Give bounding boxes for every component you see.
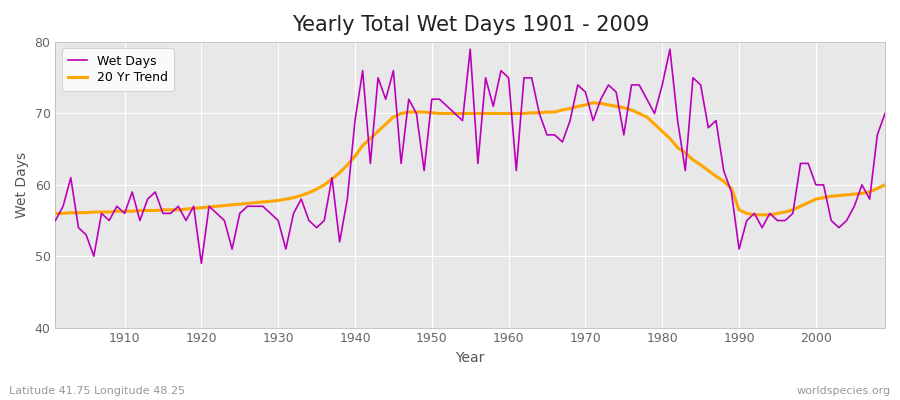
Line: 20 Yr Trend: 20 Yr Trend xyxy=(56,103,885,215)
Line: Wet Days: Wet Days xyxy=(56,49,885,263)
20 Yr Trend xyxy=(749,212,760,217)
20 Yr Trend xyxy=(588,100,598,105)
20 Yr Trend xyxy=(281,197,292,202)
20 Yr Trend xyxy=(327,177,338,182)
Wet Days xyxy=(611,90,622,94)
20 Yr Trend xyxy=(50,211,61,216)
Text: Latitude 41.75 Longitude 48.25: Latitude 41.75 Longitude 48.25 xyxy=(9,386,185,396)
Wet Days xyxy=(518,75,529,80)
Wet Days xyxy=(50,218,61,223)
20 Yr Trend xyxy=(879,182,890,187)
Wet Days xyxy=(511,168,522,173)
Title: Yearly Total Wet Days 1901 - 2009: Yearly Total Wet Days 1901 - 2009 xyxy=(292,15,649,35)
Wet Days xyxy=(196,261,207,266)
20 Yr Trend xyxy=(503,111,514,116)
Wet Days xyxy=(112,204,122,209)
Text: worldspecies.org: worldspecies.org xyxy=(796,386,891,396)
Wet Days xyxy=(288,211,299,216)
Wet Days xyxy=(464,47,475,52)
20 Yr Trend xyxy=(496,111,507,116)
X-axis label: Year: Year xyxy=(455,351,485,365)
20 Yr Trend xyxy=(603,102,614,107)
Legend: Wet Days, 20 Yr Trend: Wet Days, 20 Yr Trend xyxy=(62,48,174,91)
Wet Days xyxy=(334,240,345,244)
Wet Days xyxy=(879,111,890,116)
Y-axis label: Wet Days: Wet Days xyxy=(15,152,29,218)
20 Yr Trend xyxy=(112,209,122,214)
